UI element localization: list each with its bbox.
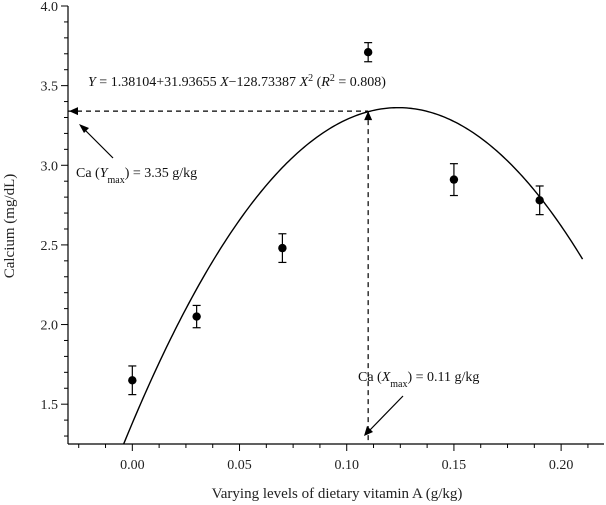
point-marker [278, 243, 287, 253]
point-marker [128, 376, 137, 385]
fit-curve [123, 106, 584, 445]
data-point [128, 365, 137, 396]
y-tick-label: 2.0 [41, 319, 59, 334]
y-axis-ticks: 1.5 2.0 2.5 3.0 3.5 4.0 [41, 0, 68, 437]
x-axis-title: Varying levels of dietary vitamin A (g/k… [212, 486, 463, 502]
equation-annotation: Y = 1.38104+31.93655 X−128.73387 X2 (R2 … [88, 73, 386, 91]
x-tick-label: 0.05 [227, 458, 252, 473]
ymax-arrowhead [69, 107, 78, 116]
data-points [128, 42, 544, 396]
x-tick-label: 0.10 [334, 458, 359, 473]
y-tick-label: 2.5 [41, 239, 59, 254]
y-axis-title: Calcium (mg/dL) [2, 174, 18, 279]
point-marker [449, 175, 459, 184]
data-point [278, 233, 287, 264]
x-tick-label: 0.20 [549, 458, 574, 473]
x-axis-ticks: 0.00 0.05 0.10 0.15 0.20 [78, 444, 589, 473]
point-marker [192, 312, 201, 321]
ymax-annotation: Ca (Ymax) = 3.35 g/kg [76, 166, 197, 186]
fit-curve-path [123, 106, 584, 445]
ymax-pointer-line [83, 128, 114, 159]
ymax-pointer-head [79, 124, 89, 133]
reference-lines [68, 107, 373, 444]
y-tick-label: 3.0 [41, 159, 59, 174]
data-point [192, 304, 201, 329]
data-point [535, 185, 544, 216]
x-tick-label: 0.00 [120, 458, 145, 473]
annotation-arrows [79, 124, 404, 436]
xmax-annotation: Ca (Xmax) = 0.11 g/kg [358, 370, 479, 390]
y-tick-label: 4.0 [41, 0, 59, 15]
xmax-pointer-line [368, 395, 404, 432]
data-point [449, 163, 459, 197]
xmax-pointer-head [364, 426, 373, 436]
y-tick-label: 3.5 [41, 80, 59, 95]
y-tick-label: 1.5 [41, 398, 59, 413]
data-point [363, 42, 373, 63]
x-tick-label: 0.15 [442, 458, 467, 473]
point-marker [535, 196, 544, 205]
point-marker [363, 47, 373, 57]
plot-frame [67, 6, 604, 445]
xmax-arrowhead [364, 111, 373, 121]
